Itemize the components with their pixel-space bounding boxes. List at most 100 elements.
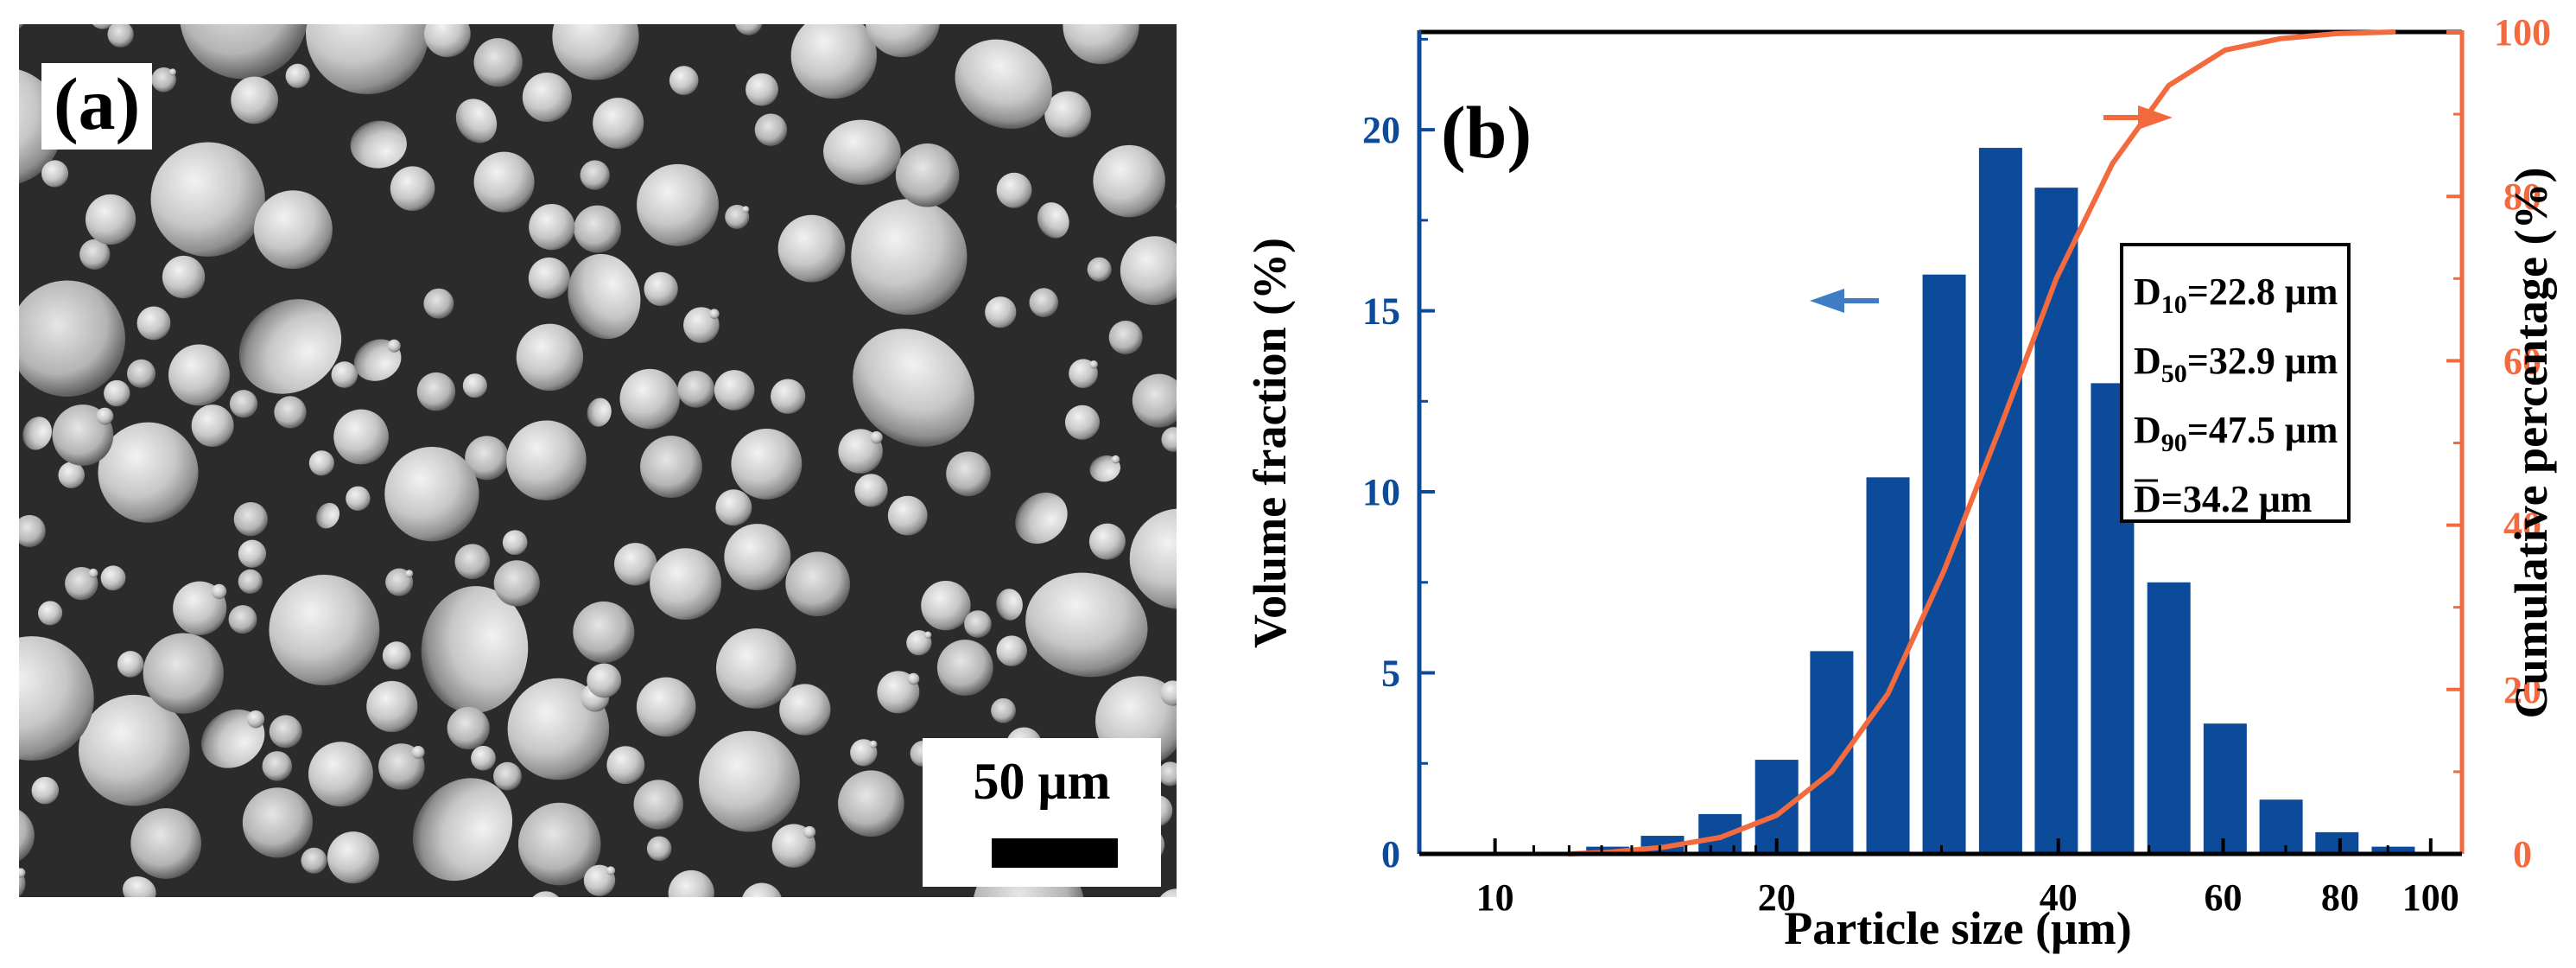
particle xyxy=(1015,493,1068,544)
particle xyxy=(455,99,498,143)
particle xyxy=(19,514,46,547)
particle xyxy=(22,417,52,450)
volume-fraction-bar xyxy=(2371,846,2415,854)
particle xyxy=(1029,288,1059,317)
particle xyxy=(1132,373,1177,428)
left-y-tick-label: 15 xyxy=(1362,290,1400,333)
particle xyxy=(122,876,156,897)
particle xyxy=(305,24,429,94)
particle xyxy=(231,76,278,124)
particle xyxy=(1108,320,1143,354)
particle xyxy=(996,589,1023,621)
satellite-particle xyxy=(907,672,920,685)
particle xyxy=(493,560,540,607)
satellite-particle xyxy=(1111,455,1120,464)
particle xyxy=(473,151,535,213)
panel-b-label: (b) xyxy=(1441,91,1532,174)
right-y-tick-label: 20 xyxy=(2503,669,2541,711)
particle xyxy=(242,787,313,858)
particle xyxy=(1129,508,1177,609)
volume-fraction-bar xyxy=(1978,148,2022,855)
stats-box xyxy=(2120,243,2351,523)
particle xyxy=(78,694,190,806)
particle xyxy=(98,422,199,523)
particle xyxy=(1093,144,1165,218)
satellite-particle xyxy=(803,825,816,838)
sem-micrograph-image xyxy=(19,24,1177,897)
right-y-tick-label: 80 xyxy=(2503,175,2541,218)
particle xyxy=(180,24,308,80)
particle xyxy=(838,770,904,837)
particle xyxy=(1037,202,1069,239)
particle xyxy=(416,372,456,411)
particle xyxy=(853,328,974,447)
particle xyxy=(1044,91,1091,138)
particle xyxy=(269,715,302,748)
particle xyxy=(573,601,635,663)
scale-bar-label: 50 μm xyxy=(973,753,1111,810)
particle xyxy=(887,495,928,536)
particle xyxy=(1088,523,1126,560)
particle xyxy=(985,296,1017,328)
particle xyxy=(502,530,528,556)
satellite-particle xyxy=(387,339,401,353)
cumulative-percentage-line xyxy=(1566,29,2396,857)
particle xyxy=(522,72,572,123)
particle xyxy=(473,38,523,87)
satellite-particle xyxy=(1089,360,1098,369)
particle xyxy=(528,257,570,299)
particle xyxy=(644,271,678,307)
particle xyxy=(668,869,714,897)
right-y-tick-label: 100 xyxy=(2494,11,2551,54)
particle xyxy=(136,306,171,341)
particle xyxy=(1120,236,1177,306)
particle xyxy=(454,544,491,580)
satellite-particle xyxy=(88,568,98,578)
particle xyxy=(517,802,601,886)
particle xyxy=(771,379,806,414)
satellite-particle xyxy=(96,407,114,425)
particle xyxy=(735,24,763,35)
left-y-tick-label: 0 xyxy=(1381,833,1400,876)
particle xyxy=(1161,427,1177,452)
sem-micrograph-panel: (a) 50 μm xyxy=(19,24,1177,897)
particle xyxy=(19,280,125,397)
panel-a-label: (a) xyxy=(41,63,153,150)
particle xyxy=(777,214,846,283)
particle xyxy=(493,761,522,791)
particle xyxy=(390,166,435,211)
particle xyxy=(162,255,206,299)
particle-size-chart: 0 5 10 15 20 0 20 40 60 80 100 10 20 40 60 80 100 Particl… xyxy=(1244,11,2557,954)
particle xyxy=(350,120,407,169)
particle xyxy=(229,390,258,418)
particle xyxy=(1087,257,1112,282)
x-tick-label: 10 xyxy=(1476,876,1514,919)
particle xyxy=(946,451,991,497)
particle xyxy=(936,640,993,696)
particle xyxy=(606,746,645,785)
satellite-particle xyxy=(742,206,750,213)
left-y-tick-label: 5 xyxy=(1381,653,1400,695)
particle xyxy=(669,66,699,95)
particle xyxy=(308,742,373,807)
particle xyxy=(724,524,791,591)
particle xyxy=(471,745,496,771)
particle xyxy=(921,580,971,631)
particle xyxy=(366,680,418,733)
particle xyxy=(650,548,721,621)
left-y-axis-title: Volume fraction (%) xyxy=(1244,238,1296,648)
particle xyxy=(191,404,234,448)
particle xyxy=(646,836,672,862)
particle xyxy=(580,160,610,190)
x-tick-label: 60 xyxy=(2205,876,2243,919)
particle xyxy=(327,831,379,884)
particle xyxy=(285,63,310,88)
particle xyxy=(238,299,342,394)
particle xyxy=(58,462,86,489)
particle xyxy=(785,551,850,617)
particle xyxy=(1159,888,1177,897)
right-y-tick-label: 0 xyxy=(2513,833,2532,876)
stats-d50: D50=32.9 μm xyxy=(2134,340,2338,388)
particle xyxy=(447,706,490,750)
